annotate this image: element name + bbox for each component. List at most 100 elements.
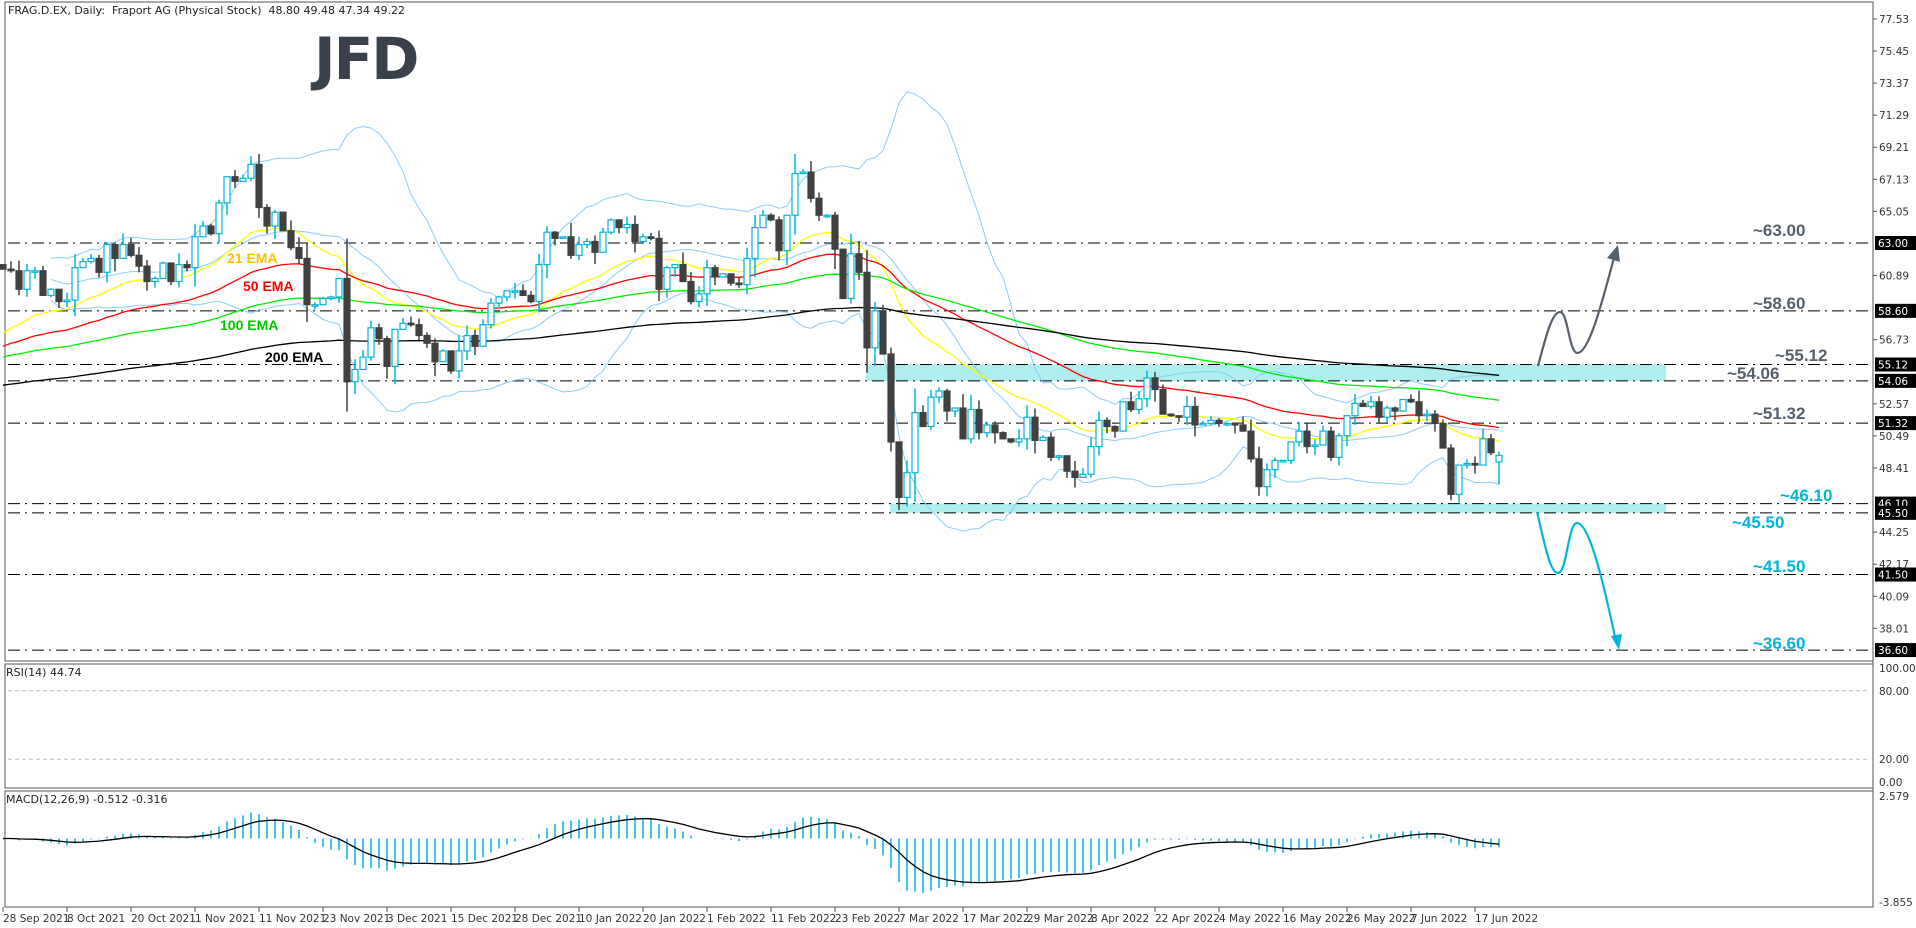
x-tick-label: 17 Mar 2022 — [963, 913, 1030, 925]
bearish-candle — [839, 248, 847, 300]
price-level-badge — [1875, 357, 1916, 372]
y-tick-label: 50.49 — [1879, 431, 1909, 443]
bearish-candle — [919, 412, 927, 428]
bullish-candle — [1279, 459, 1287, 463]
bullish-candle — [663, 267, 671, 290]
y-tick-label: 44.25 — [1879, 527, 1909, 539]
bullish-candle — [1207, 419, 1215, 425]
bullish-candle — [175, 263, 183, 283]
bearish-candle — [1159, 388, 1167, 415]
ema21-label: 21 EMA — [227, 250, 278, 266]
bullish-candle — [199, 225, 207, 238]
bearish-candle — [343, 277, 351, 383]
bearish-candle — [1439, 422, 1447, 449]
price-level-badge — [1875, 416, 1916, 431]
x-tick-label: 28 Sep 2021 — [3, 913, 70, 925]
bearish-candle — [655, 237, 663, 290]
bearish-candle — [1215, 419, 1223, 425]
bearish-candle — [615, 219, 623, 229]
bullish-candle — [1479, 438, 1487, 466]
level-label-46-10: ~46.10 — [1780, 486, 1833, 505]
bearish-candle — [527, 294, 535, 303]
bearish-candle — [143, 265, 151, 283]
bearish-candle — [383, 338, 391, 367]
bullish-candle — [367, 327, 375, 358]
y-tick-label: 67.13 — [1879, 174, 1909, 186]
bullish-candle — [511, 290, 519, 293]
bearish-candle — [231, 176, 239, 182]
bullish-candle — [983, 424, 991, 434]
bearish-candle — [1191, 405, 1199, 426]
bullish-candle — [535, 263, 543, 303]
bullish-candle — [215, 202, 223, 235]
bearish-candle — [0, 263, 7, 270]
bearish-candle — [303, 257, 311, 306]
x-tick-label: 8 Apr 2022 — [1091, 913, 1149, 925]
price-level-badge-label: 55.12 — [1878, 360, 1908, 372]
macd-tick-label: -3.855 — [1879, 897, 1913, 909]
price-axis: 77.53 75.45 73.37 71.29 69.21 67.13 65.05 60.89… — [1872, 2, 1916, 907]
bullish-candle — [1143, 377, 1151, 400]
bearish-candle — [831, 214, 839, 250]
bearish-candle — [975, 408, 983, 434]
zones — [866, 364, 1666, 513]
bullish-candle — [455, 350, 463, 372]
bullish-candle — [607, 219, 615, 233]
bearish-candle — [1327, 430, 1335, 458]
y-tick-label: 69.21 — [1879, 142, 1909, 154]
bearish-candle — [1071, 470, 1079, 478]
bearish-candle — [1031, 416, 1039, 441]
rsi-tick-label: 80.00 — [1879, 686, 1909, 698]
bullish-candle — [1399, 398, 1407, 412]
bearish-candle — [631, 223, 639, 243]
bearish-candle — [1175, 415, 1183, 418]
price-level-badge-label: 54.06 — [1878, 376, 1908, 388]
rsi-title: RSI(14) 44.74 — [6, 666, 82, 679]
price-level-badge — [1875, 643, 1916, 658]
bullish-candle — [191, 236, 199, 269]
bearish-candle — [287, 230, 295, 249]
bullish-candle — [583, 240, 591, 246]
bearish-candle — [519, 290, 527, 297]
bearish-candle — [15, 270, 23, 290]
price-level-badge-label: 51.32 — [1878, 418, 1908, 430]
bearish-candle — [471, 334, 479, 347]
bearish-candle — [407, 322, 415, 326]
bullish-candle — [223, 176, 231, 204]
bullish-candle — [695, 293, 703, 303]
bullish-candle — [319, 297, 327, 306]
bearish-candle — [127, 243, 135, 256]
bearish-candle — [863, 271, 871, 349]
bearish-candle — [1247, 430, 1255, 460]
price-level-badge-label: 45.50 — [1878, 508, 1908, 520]
price-level-badge — [1875, 236, 1916, 250]
ema100-label: 100 EMA — [220, 317, 279, 333]
bullish-candle — [671, 263, 679, 269]
bullish-candle — [247, 163, 255, 179]
bullish-candle — [311, 304, 319, 307]
bullish-candle — [391, 328, 399, 367]
bullish-candle — [559, 236, 567, 239]
level-label-55-12: ~55.12 — [1775, 346, 1828, 365]
bullish-candle — [543, 231, 551, 266]
level-label-58-60: ~58.60 — [1753, 294, 1806, 313]
bullish-candle — [47, 288, 55, 297]
bearish-candle — [135, 254, 143, 267]
macd-tick-label: 2.579 — [1879, 791, 1909, 803]
bullish-candle — [1495, 454, 1503, 463]
bullish-candle — [783, 214, 791, 252]
rsi-tick-label: 100.00 — [1879, 663, 1916, 675]
price-level-badge-label: 36.60 — [1878, 645, 1908, 657]
bullish-candle — [103, 243, 111, 273]
bearish-candle — [1047, 436, 1055, 458]
bullish-candle — [575, 243, 583, 256]
bearish-candle — [1487, 438, 1495, 454]
bullish-candle — [151, 277, 159, 283]
bullish-candle — [351, 368, 359, 383]
bearish-candle — [431, 342, 439, 363]
x-tick-label: 15 Dec 2021 — [451, 913, 518, 925]
x-tick-label: 10 Jan 2022 — [579, 913, 642, 925]
x-tick-label: 23 Nov 2021 — [323, 913, 390, 925]
price-level-badge-label: 58.60 — [1878, 306, 1908, 318]
